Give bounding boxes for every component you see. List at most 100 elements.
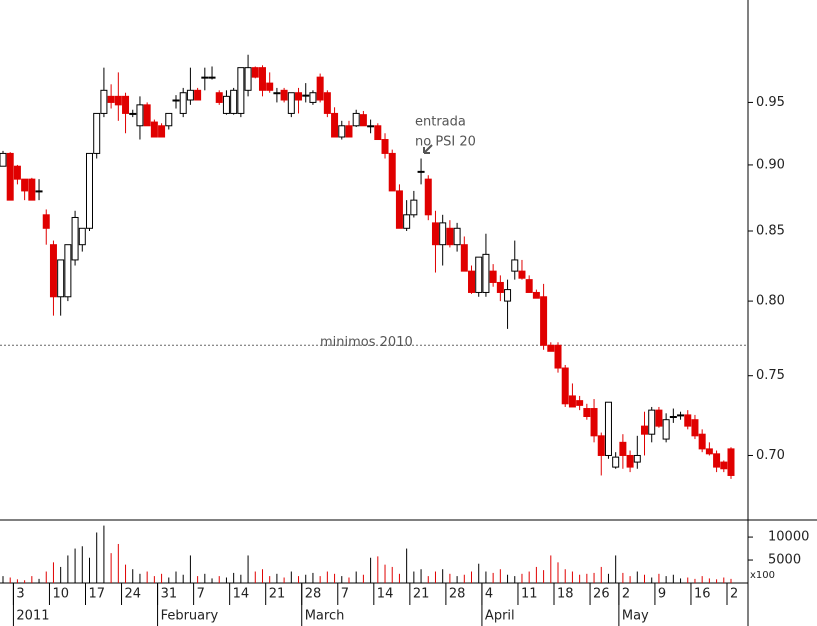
candle-body	[352, 112, 360, 127]
candle-body	[129, 112, 137, 115]
candle-body	[705, 448, 713, 455]
candle-body	[677, 414, 685, 417]
candle-body	[684, 414, 692, 427]
candle-body	[561, 367, 569, 405]
candle-body	[309, 92, 317, 103]
y-tick-label: 0.70	[756, 448, 785, 463]
y-tick-label: 0.95	[756, 95, 785, 110]
candle-body	[612, 456, 620, 468]
candle-body	[381, 139, 389, 154]
candle-body	[417, 170, 425, 173]
candle-body	[158, 125, 166, 138]
candle-body	[518, 270, 526, 279]
candle-body	[554, 344, 562, 369]
candle-body	[641, 425, 649, 435]
candle-body	[720, 461, 728, 470]
candle-body	[424, 178, 432, 216]
candle-body	[619, 441, 627, 456]
candle-body	[691, 419, 699, 437]
candle-body	[64, 244, 72, 298]
candle-body	[525, 279, 533, 293]
candle-body	[57, 259, 65, 298]
reference-label: minimos 2010	[320, 335, 413, 350]
period-label: 2011	[16, 609, 49, 624]
candle-body	[453, 227, 461, 246]
candle-body	[21, 178, 29, 192]
candle-body	[35, 190, 43, 193]
candle-body	[439, 222, 447, 246]
candle-body	[179, 92, 187, 114]
candle-body	[107, 95, 115, 103]
candle-body	[100, 89, 108, 114]
candle-body	[713, 453, 721, 468]
x-tick-label: 3	[16, 587, 24, 602]
candle-body	[576, 400, 584, 406]
x-tick-label: 4	[485, 587, 493, 602]
x-tick-label: 2	[622, 587, 630, 602]
candle-body	[49, 244, 57, 298]
candle-body	[6, 152, 14, 201]
candle-body	[727, 448, 735, 476]
candle-body	[114, 95, 122, 106]
volume-unit: x100	[750, 570, 775, 581]
candle-body	[122, 95, 130, 114]
x-tick-label: 9	[658, 587, 666, 602]
candle-body	[42, 214, 50, 229]
x-tick-label: 10	[52, 587, 69, 602]
volume-tick-label: 10000	[768, 530, 809, 545]
candle-body	[482, 253, 490, 293]
candle-body	[633, 454, 641, 463]
x-tick-label: 26	[593, 587, 610, 602]
candle-body	[604, 401, 612, 456]
candle-body	[172, 99, 180, 102]
candle-body	[655, 409, 663, 427]
candle-body	[345, 125, 353, 138]
candle-body	[201, 76, 209, 79]
candle-body	[13, 165, 21, 180]
candle-body	[143, 104, 151, 127]
period-label: February	[161, 609, 219, 624]
x-tick-label: 28	[449, 587, 466, 602]
candle-body	[410, 199, 418, 216]
x-tick-label: 21	[413, 587, 430, 602]
candle-body	[568, 395, 576, 408]
annotation-line: entrada	[415, 115, 466, 130]
candle-body	[532, 291, 540, 299]
annotation-arrow	[423, 144, 433, 154]
candle-body	[71, 216, 79, 261]
candle-body	[244, 67, 252, 91]
candle-body	[403, 214, 411, 229]
candle-body	[468, 270, 476, 293]
candle-body	[359, 114, 367, 127]
x-tick-label: 21	[269, 587, 286, 602]
candle-body	[395, 190, 403, 229]
candle-body	[186, 89, 194, 101]
y-tick-label: 0.80	[756, 294, 785, 309]
period-label: March	[305, 609, 345, 624]
candle-body	[222, 95, 230, 114]
y-tick-label: 0.85	[756, 224, 785, 239]
x-tick-label: 7	[197, 587, 205, 602]
candle-body	[662, 419, 670, 440]
candle-body	[626, 454, 634, 468]
candle-body	[266, 82, 274, 91]
candle-body	[323, 92, 331, 114]
candle-body	[648, 409, 656, 435]
period-label: May	[622, 609, 649, 624]
x-tick-label: 17	[88, 587, 105, 602]
candle-body	[280, 89, 288, 101]
x-tick-label: 28	[305, 587, 322, 602]
candle-body	[208, 76, 216, 79]
candle-body	[540, 296, 548, 346]
x-tick-label: 31	[161, 587, 178, 602]
candle-body	[698, 433, 706, 450]
candle-body	[273, 92, 281, 95]
candle-body	[331, 112, 339, 138]
candle-body	[590, 408, 598, 437]
candle-body	[237, 67, 245, 114]
candle-body	[302, 94, 310, 97]
candle-body	[150, 121, 158, 138]
candle-body	[496, 281, 504, 293]
candle-body	[669, 415, 677, 418]
